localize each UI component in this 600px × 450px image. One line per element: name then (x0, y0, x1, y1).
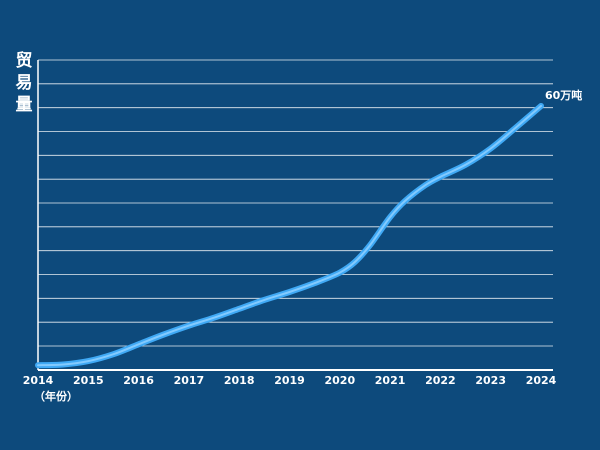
x-tick-label: 2020 (324, 374, 355, 387)
x-tick-label: 2018 (224, 374, 255, 387)
x-axis-label: （年份） (34, 389, 78, 403)
x-tick-label: 2022 (425, 374, 456, 387)
x-tick-label: 2016 (123, 374, 154, 387)
x-tick-label: 2014 (23, 374, 54, 387)
series-line-highlight (37, 105, 542, 367)
gridlines (38, 59, 553, 347)
series-line (35, 103, 544, 369)
x-tick-labels: 2014 2015 2016 2017 2018 2019 2020 2021 2022 2023… (23, 374, 557, 387)
x-tick-label: 2023 (475, 374, 506, 387)
x-tick-label: 2019 (274, 374, 305, 387)
x-tick-label: 2021 (375, 374, 406, 387)
y-axis-label-char-1: 贸 (16, 50, 33, 71)
x-tick-label: 2017 (174, 374, 205, 387)
x-tick-label: 2015 (73, 374, 104, 387)
end-value-annotation: 60万吨 (545, 88, 582, 102)
y-axis-label-char-3: 量 (16, 94, 33, 115)
y-axis-label-char-2: 易 (16, 73, 33, 93)
x-tick-label: 2024 (526, 374, 557, 387)
series-layer (35, 103, 544, 369)
